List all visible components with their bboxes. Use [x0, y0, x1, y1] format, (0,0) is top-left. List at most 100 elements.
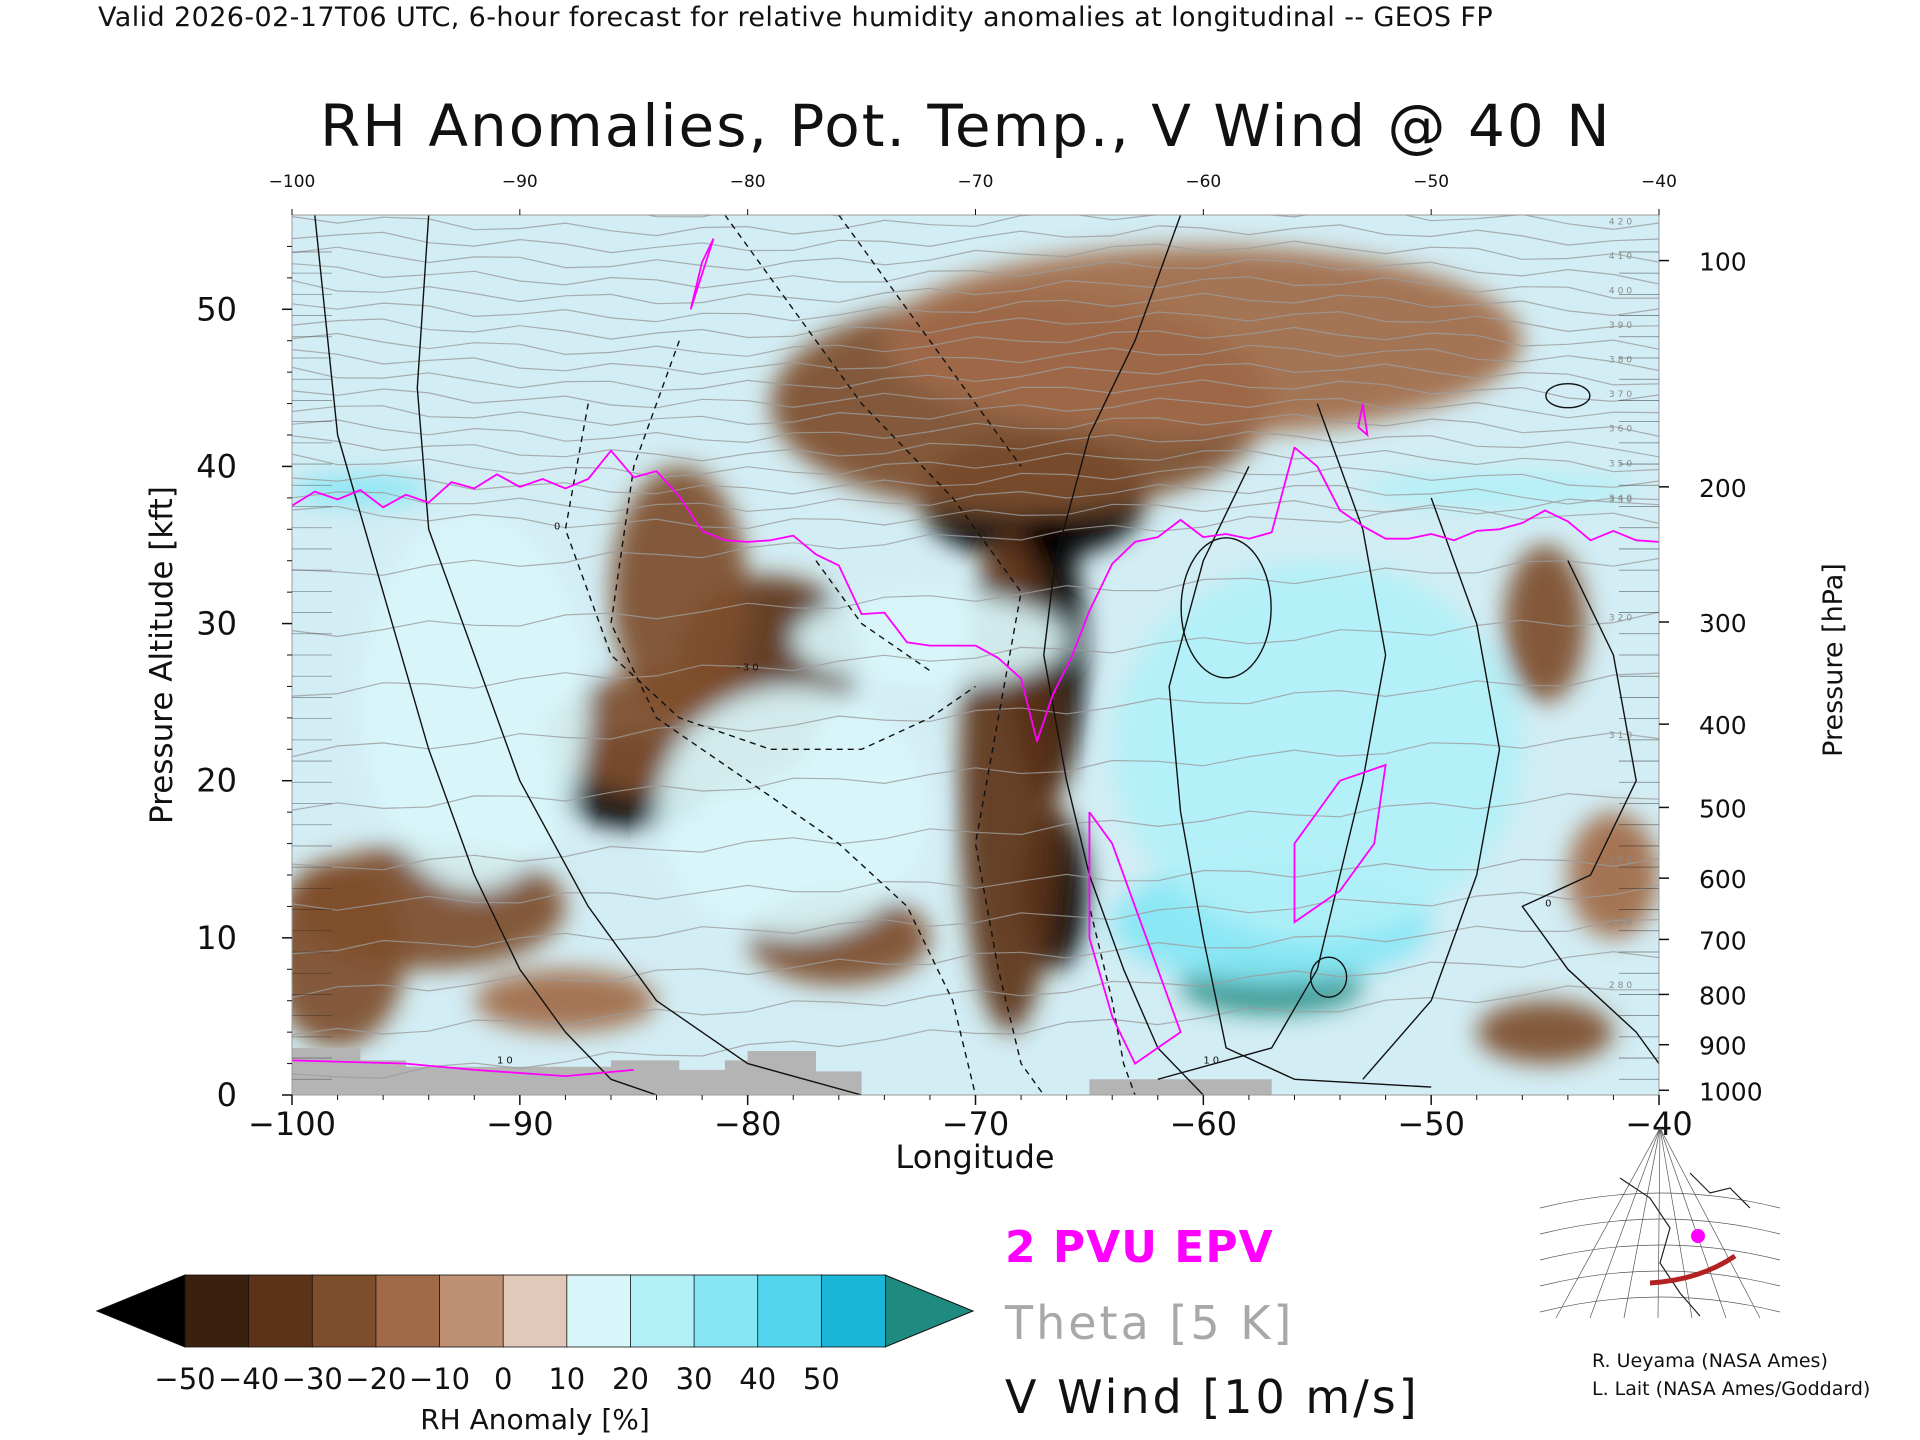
pvu-contour: [292, 238, 1659, 1078]
theta-label-340: 340: [1609, 494, 1635, 504]
forecast-header: Valid 2026-02-17T06 UTC, 6-hour forecast…: [98, 2, 1494, 33]
map-graticule-lon-4: [1659, 1127, 1693, 1319]
vwind-label-2: 10: [497, 1056, 516, 1067]
anomaly-blob-22: [1362, 471, 1637, 509]
map-section-line: [1649, 1253, 1737, 1286]
theta-line-335: [292, 499, 1659, 530]
colorbar-tick-0: 0: [494, 1362, 512, 1396]
theta-line-375: [292, 362, 1659, 392]
chart-title: RH Anomalies, Pot. Temp., V Wind @ 40 N: [320, 92, 1612, 160]
vwind-contour-6: [1521, 560, 1659, 1065]
y-axis-label-right: Pressure [hPa]: [1818, 563, 1849, 757]
theta-label-420: 420: [1609, 217, 1635, 227]
theta-label-280: 280: [1609, 981, 1635, 991]
colorbar-swatch-10: [820, 1274, 886, 1348]
xtick-bottom-label--100: −100: [248, 1105, 336, 1143]
ptick-label-800: 800: [1699, 981, 1747, 1010]
theta-label-410: 410: [1609, 252, 1635, 262]
colorbar-swatch-0: [184, 1274, 250, 1348]
theta-line-290: [292, 919, 1659, 999]
legend-vwind: V Wind [10 m/s]: [1005, 1370, 1420, 1424]
pvu-small-0: [689, 238, 715, 310]
xtick-top-label--70: −70: [958, 172, 994, 192]
anomaly-blob-14: [1476, 1000, 1614, 1064]
ptick-label-100: 100: [1699, 248, 1747, 277]
map-coastline-2: [1689, 1172, 1751, 1209]
xtick-bottom-label--90: −90: [486, 1105, 554, 1143]
map-graticule-lon-5: [1659, 1127, 1727, 1319]
theta-label-360: 360: [1609, 425, 1635, 435]
colorbar-tick--50: −50: [154, 1362, 215, 1396]
theta-label-290: 290: [1609, 918, 1635, 928]
vwind-contour-12: [1088, 812, 1136, 1095]
theta-line-345: [292, 465, 1659, 495]
theta-line-410: [292, 240, 1659, 271]
ytick-label-10: 10: [196, 919, 237, 957]
colorbar-tick--20: −20: [345, 1362, 406, 1396]
ptick-label-1000: 1000: [1699, 1077, 1763, 1106]
theta-line-470: [292, 34, 1659, 63]
credit-line-1: R. Ueyama (NASA Ames): [1592, 1350, 1828, 1372]
y-axis-label-left: Pressure Altitude [kft]: [144, 486, 180, 824]
theta-line-325: [292, 557, 1659, 638]
terrain-mask: [292, 1047, 1272, 1095]
vwind-contour-8: [724, 215, 1045, 1095]
theta-label-310: 310: [1609, 731, 1635, 741]
legend-theta: Theta [5 K]: [1005, 1296, 1295, 1350]
pvu-line: [292, 446, 1659, 743]
colorbar-under-arrow: [95, 1274, 186, 1348]
xtick-top-label--100: −100: [269, 172, 316, 192]
colorbar-swatch-9: [757, 1274, 823, 1348]
colorbar-swatch-8: [693, 1274, 759, 1348]
xtick-top-label--80: −80: [730, 172, 766, 192]
theta-label-400: 400: [1609, 286, 1635, 296]
location-map: [1539, 1127, 1781, 1319]
anomaly-blob-9: [292, 859, 406, 1048]
anomaly-blob-24: [360, 513, 589, 891]
vwind-closed-2: [1309, 956, 1348, 998]
xtick-bottom-label--70: −70: [942, 1105, 1010, 1143]
theta-line-370: [292, 379, 1659, 409]
pvu-small-3: [1088, 811, 1182, 1065]
theta-line-360: [292, 413, 1659, 444]
theta-line-340: [292, 483, 1659, 513]
theta-label-390: 390: [1609, 321, 1635, 331]
colorbar-swatch-1: [248, 1274, 314, 1348]
theta-line-400: [292, 276, 1659, 305]
colorbar-tick--30: −30: [282, 1362, 343, 1396]
colorbar-tick-20: 20: [612, 1362, 649, 1396]
vwind-contour-11: [815, 560, 931, 672]
theta-line-305: [292, 792, 1659, 871]
xtick-top-label--50: −50: [1413, 172, 1449, 192]
anomaly-blob-20: [1112, 560, 1523, 938]
ptick-label-900: 900: [1699, 1032, 1747, 1061]
colorbar-tick-10: 10: [548, 1362, 585, 1396]
pvu-small-4: [292, 1059, 634, 1078]
theta-label-300: 300: [1609, 855, 1635, 865]
colorbar-swatch-7: [630, 1274, 695, 1348]
map-graticule-lat-4: [1539, 1296, 1781, 1313]
pvu-small-1: [1357, 403, 1369, 438]
vwind-label-1: -30: [736, 663, 761, 674]
anomaly-blob-23: [793, 592, 1067, 687]
vwind-label-0: 0: [554, 521, 563, 532]
theta-line-355: [292, 430, 1659, 462]
theta-line-350: [292, 449, 1659, 479]
theta-line-455: [292, 87, 1659, 114]
colorbar-swatch-4: [439, 1274, 505, 1348]
theta-line-395: [292, 292, 1659, 323]
terrain-west: [292, 1047, 862, 1095]
theta-line-445: [292, 121, 1659, 150]
theta-line-440: [292, 138, 1659, 166]
theta-line-450: [292, 103, 1659, 131]
colorbar-tick--10: −10: [409, 1362, 470, 1396]
ptick-label-400: 400: [1699, 711, 1747, 740]
theta-line-405: [292, 258, 1659, 289]
xtick-top-label--40: −40: [1641, 172, 1677, 192]
theta-line-465: [292, 52, 1659, 80]
pvu-small-2: [1293, 763, 1387, 924]
vwind-closed-3: [1180, 537, 1272, 679]
xtick-bottom-label--60: −60: [1170, 1105, 1238, 1143]
terrain-east: [1089, 1079, 1272, 1095]
x-axis-label: Longitude: [895, 1138, 1054, 1176]
